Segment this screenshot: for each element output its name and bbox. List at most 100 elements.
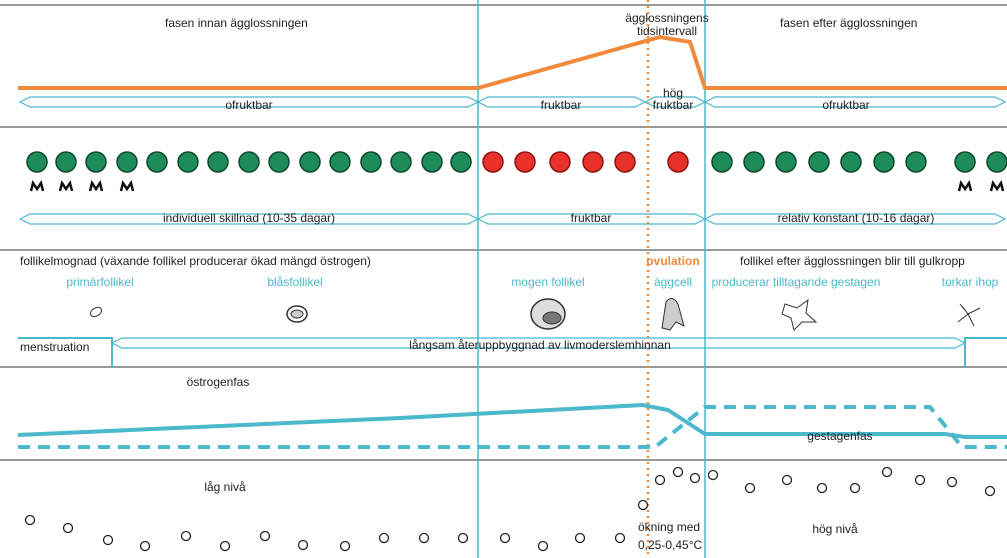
stage-label: mogen follikel	[511, 275, 584, 289]
cycle-label: relativ konstant (10-16 dagar)	[778, 211, 935, 225]
menstruation-mark	[989, 179, 1005, 192]
temperature-dot	[984, 485, 996, 497]
temperature-dot	[339, 540, 351, 552]
temperature-dot	[689, 472, 701, 484]
day-dot	[711, 151, 733, 173]
temperature-dot	[62, 522, 74, 534]
day-dot	[238, 151, 260, 173]
temperature-dot	[914, 474, 926, 486]
temperature-label: 0,25-0,45°C	[638, 538, 703, 552]
temperature-dot	[102, 534, 114, 546]
fertility-label: hög	[663, 86, 683, 100]
menstruation-mark	[29, 179, 45, 192]
temperature-dot	[499, 532, 511, 544]
day-dot	[85, 151, 107, 173]
day-dot	[299, 151, 321, 173]
temperature-dot	[654, 474, 666, 486]
corpus-icon	[957, 303, 981, 327]
hormone-label: östrogenfas	[187, 375, 250, 389]
temperature-dot	[180, 530, 192, 542]
day-dot	[146, 151, 168, 173]
fertility-label: ofruktbar	[822, 98, 869, 112]
day-dot	[905, 151, 927, 173]
cycle-label: fruktbar	[571, 211, 612, 225]
temperature-dot	[816, 482, 828, 494]
menstruation-step	[964, 337, 1007, 368]
temperature-dot	[378, 532, 390, 544]
fertility-curve	[18, 34, 1007, 90]
day-dot	[116, 151, 138, 173]
day-dot	[743, 151, 765, 173]
day-dot	[421, 151, 443, 173]
menstruation-mark	[957, 179, 973, 192]
range-arrow	[703, 213, 1007, 225]
egg-icon	[661, 298, 685, 331]
stage-label: blåsfollikel	[267, 275, 322, 289]
cycle-label: individuell skillnad (10-35 dagar)	[163, 211, 335, 225]
estrogen-curve	[17, 402, 1007, 439]
gestagen-curve	[18, 405, 1007, 449]
fertility-label: fruktbar	[541, 98, 582, 112]
temperature-dot	[139, 540, 151, 552]
stage-label: torkar ihop	[942, 275, 999, 289]
temperature-dot	[672, 466, 684, 478]
day-dot	[482, 151, 504, 173]
day-dot	[26, 151, 48, 173]
stage-label: producerar tilltagande gestagen	[712, 275, 881, 289]
temperature-dot	[537, 540, 549, 552]
phase-label: fasen efter ägglossningen	[780, 16, 917, 30]
stage-label: äggcell	[654, 275, 692, 289]
day-dot	[840, 151, 862, 173]
menstruation-label: menstruation	[20, 340, 89, 354]
temperature-dot	[219, 540, 231, 552]
section-heading: follikelmognad (växande follikel produce…	[20, 254, 371, 268]
ovulation-heading: ovulation	[646, 254, 699, 268]
follicle-icon	[89, 306, 103, 318]
rebuild-label: långsam återuppbyggnad av livmoderslemhi…	[409, 338, 671, 352]
day-dot	[808, 151, 830, 173]
range-arrow	[703, 96, 1007, 108]
day-dot	[514, 151, 536, 173]
phase-label: ägglossningens	[625, 11, 708, 25]
menstruation-mark	[119, 179, 135, 192]
day-dot	[268, 151, 290, 173]
day-dot	[390, 151, 412, 173]
follicle-icon	[542, 311, 562, 325]
temperature-dot	[297, 539, 309, 551]
fertility-label: fruktbar	[653, 98, 694, 112]
fertility-label: ofruktbar	[225, 98, 272, 112]
follicle-icon	[290, 309, 304, 319]
temperature-dot	[946, 476, 958, 488]
day-dot	[986, 151, 1007, 173]
day-dot	[55, 151, 77, 173]
temperature-dot	[849, 482, 861, 494]
hormone-label: gestagenfas	[807, 429, 872, 443]
day-dot	[177, 151, 199, 173]
temperature-dot	[574, 532, 586, 544]
day-dot	[667, 151, 689, 173]
day-dot	[582, 151, 604, 173]
phase-label: fasen innan ägglossningen	[165, 16, 308, 30]
corpus-icon	[781, 298, 818, 331]
stage-label: primärfollikel	[66, 275, 133, 289]
temperature-dot	[637, 499, 649, 511]
temperature-dot	[881, 466, 893, 478]
range-arrow	[110, 337, 967, 349]
menstruation-mark	[88, 179, 104, 192]
menstruation-step	[18, 337, 113, 368]
day-dot	[873, 151, 895, 173]
day-dot	[549, 151, 571, 173]
menstruation-mark	[58, 179, 74, 192]
day-dot	[360, 151, 382, 173]
temperature-dot	[24, 514, 36, 526]
day-dot	[775, 151, 797, 173]
temperature-dot	[707, 469, 719, 481]
temperature-dot	[457, 532, 469, 544]
section-heading: follikel efter ägglossningen blir till g…	[740, 254, 965, 268]
day-dot	[614, 151, 636, 173]
temperature-dot	[781, 474, 793, 486]
day-dot	[329, 151, 351, 173]
